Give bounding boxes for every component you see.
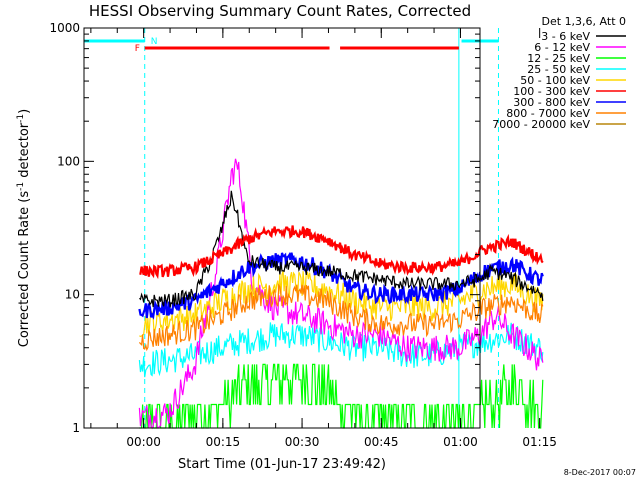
legend-header: Det 1,3,6, Att 0 — [542, 15, 626, 28]
legend-entry-label: 800 - 7000 keV — [506, 107, 590, 120]
series-line-12-25-keV — [139, 363, 544, 429]
flag-label-F: F — [135, 44, 140, 54]
x-tick-label: 00:30 — [285, 435, 320, 449]
series-line-50-100-keV — [139, 270, 544, 338]
legend-entry-label: 300 - 800 keV — [513, 96, 590, 109]
legend-entry-label: 3 - 6 keV — [541, 30, 590, 43]
legend-entry-label: 50 - 100 keV — [520, 74, 590, 87]
flag-label-N: N — [151, 37, 158, 47]
x-tick-label: 00:45 — [364, 435, 399, 449]
series-line-800-7000-keV — [138, 283, 544, 352]
series-line-25-50-keV — [138, 322, 544, 378]
chart-title: HESSI Observing Summary Count Rates, Cor… — [89, 2, 471, 20]
legend-entry-label: 100 - 300 keV — [513, 85, 590, 98]
y-tick-label: 1000 — [49, 21, 80, 35]
y-tick-label: 1 — [72, 421, 80, 435]
legend-entry-label: 12 - 25 keV — [527, 52, 590, 65]
plot-frame — [83, 27, 481, 429]
legend-entry-label: 6 - 12 keV — [534, 41, 590, 54]
y-tick-label: 10 — [65, 288, 80, 302]
date-stamp: 8-Dec-2017 00:07 — [564, 468, 636, 477]
x-tick-label: 01:15 — [522, 435, 557, 449]
legend-entry-label: 25 - 50 keV — [527, 63, 590, 76]
legend-entry-label: 7000 - 20000 keV — [492, 118, 590, 131]
plot-area: FN — [84, 28, 544, 430]
x-tick-label: 01:00 — [443, 435, 478, 449]
x-tick-label: 00:00 — [126, 435, 161, 449]
x-axis-label: Start Time (01-Jun-17 23:49:42) — [178, 457, 386, 472]
y-axis-label: Corrected Count Rate (s-1 detector-1) — [16, 109, 32, 347]
series-line-3-6-keV — [138, 190, 544, 308]
y-axis: 1 10 100 1000 — [49, 21, 480, 435]
x-tick-label: 00:15 — [206, 435, 241, 449]
y-tick-label: 100 — [57, 154, 80, 168]
x-axis: 00:00 00:15 00:30 00:45 01:00 01:15 — [90, 28, 557, 449]
series-line-6-12-keV — [138, 158, 544, 430]
series-line-100-300-keV — [139, 225, 544, 280]
